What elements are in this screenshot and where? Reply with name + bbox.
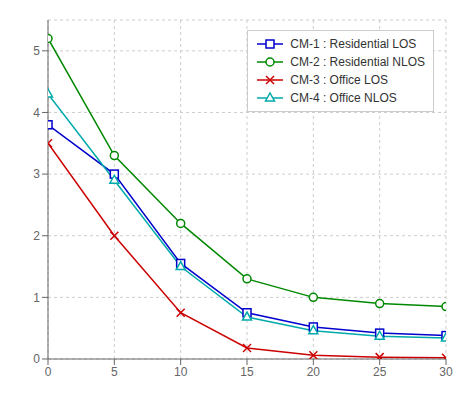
svg-text:10: 10 <box>174 365 188 379</box>
html-text:CM-3 : Office LOS: CM-3 : Office LOS <box>290 73 389 87</box>
svg-text:0: 0 <box>33 352 40 366</box>
svg-text:0: 0 <box>45 365 52 379</box>
svg-text:30: 30 <box>439 365 453 379</box>
svg-text:2: 2 <box>33 229 40 243</box>
svg-text:1: 1 <box>33 291 40 305</box>
svg-text:15: 15 <box>240 365 254 379</box>
svg-text:20: 20 <box>307 365 321 379</box>
svg-text:25: 25 <box>373 365 387 379</box>
svg-text:5: 5 <box>33 44 40 58</box>
html-text:CM-2 : Residential NLOS: CM-2 : Residential NLOS <box>290 55 425 69</box>
svg-text:3: 3 <box>33 167 40 181</box>
svg-text:4: 4 <box>33 106 40 120</box>
svg-text:5: 5 <box>111 365 118 379</box>
html-text:CM-1 : Residential LOS: CM-1 : Residential LOS <box>290 37 417 51</box>
html-text:CM-4 : Office NLOS: CM-4 : Office NLOS <box>290 91 397 105</box>
